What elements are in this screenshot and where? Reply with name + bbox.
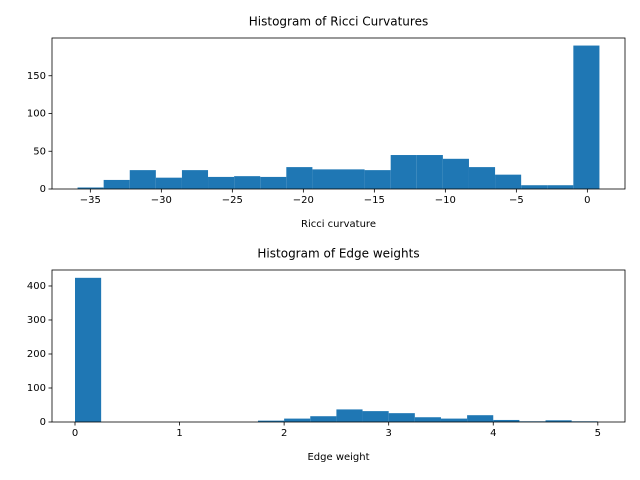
histogram-bar <box>521 185 548 189</box>
y-tick-label: 0 <box>40 417 46 428</box>
histogram-bar <box>440 418 468 422</box>
histogram-bar <box>312 169 339 189</box>
histogram-bar <box>103 179 130 189</box>
x-tick-label: 1 <box>176 428 182 439</box>
histogram-bar <box>390 155 417 189</box>
x-tick-label: −30 <box>151 195 172 206</box>
x-tick-label: −10 <box>435 195 456 206</box>
histogram-bar <box>493 419 520 422</box>
histogram-bar <box>362 411 389 422</box>
x-tick-label: 0 <box>72 428 78 439</box>
histogram-bar <box>208 176 235 189</box>
histogram-bar <box>545 420 572 422</box>
histogram-bar <box>338 169 365 189</box>
y-tick-label: 100 <box>27 109 46 120</box>
y-tick-label: 150 <box>27 71 46 82</box>
chart-title: Histogram of Ricci Curvatures <box>249 15 428 29</box>
y-tick-label: 400 <box>27 281 46 292</box>
y-tick-label: 0 <box>40 184 46 195</box>
x-tick-label: 2 <box>281 428 287 439</box>
histogram-bar <box>75 277 102 422</box>
y-tick-label: 200 <box>27 349 46 360</box>
x-tick-label: −25 <box>222 195 243 206</box>
histogram-bar <box>467 415 494 422</box>
x-tick-label: 0 <box>584 195 590 206</box>
histogram-bar <box>77 187 104 189</box>
histogram-bar <box>260 176 287 189</box>
x-tick-label: −35 <box>80 195 101 206</box>
histogram-bar <box>234 176 261 189</box>
x-tick-label: −20 <box>293 195 314 206</box>
x-tick-label: 3 <box>386 428 392 439</box>
histogram-bar <box>257 420 285 422</box>
histogram-bar <box>495 174 522 189</box>
histogram-bar <box>364 170 391 189</box>
histogram-bar <box>155 177 182 189</box>
histogram-bar <box>442 158 469 189</box>
histogram-bar <box>468 167 496 189</box>
axes-frame <box>51 269 626 423</box>
y-tick-label: 100 <box>27 383 46 394</box>
histogram-bar <box>286 167 313 189</box>
y-tick-label: 50 <box>33 146 46 157</box>
histogram-bar <box>414 417 441 422</box>
histogram-bar <box>284 418 311 422</box>
histogram-bar <box>547 185 574 189</box>
x-tick-label: −5 <box>509 195 524 206</box>
x-axis-label: Edge weight <box>307 452 369 463</box>
histogram-bar <box>129 170 156 189</box>
axes-frame <box>51 37 626 190</box>
histogram-bar <box>573 45 600 189</box>
chart-title: Histogram of Edge weights <box>257 247 419 261</box>
histogram-bar <box>388 413 415 422</box>
x-axis-label: Ricci curvature <box>301 219 376 230</box>
histogram-bar <box>416 155 443 189</box>
x-tick-label: 5 <box>595 428 601 439</box>
y-tick-label: 300 <box>27 315 46 326</box>
histogram-bar <box>181 170 209 189</box>
histogram-bar <box>336 409 363 422</box>
x-tick-label: 4 <box>490 428 496 439</box>
x-tick-label: −15 <box>364 195 385 206</box>
histogram-bar <box>310 416 337 422</box>
